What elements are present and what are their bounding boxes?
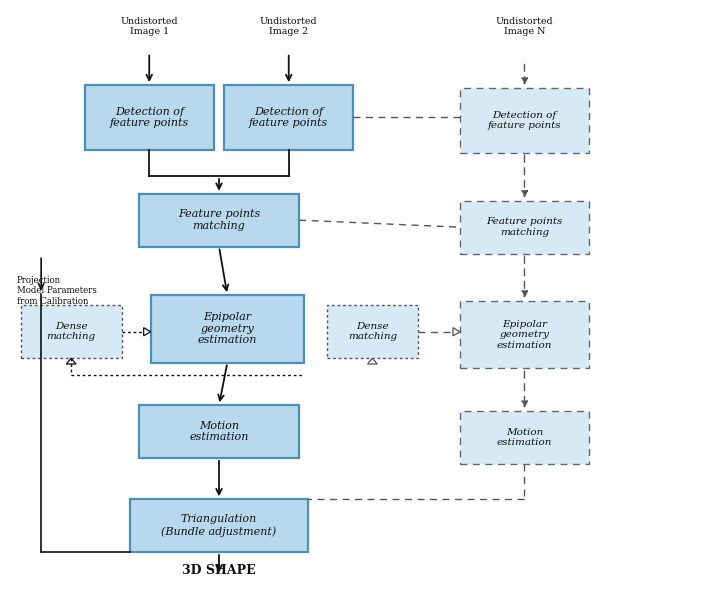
Text: Undistorted
Image N: Undistorted Image N — [496, 17, 553, 36]
Text: Motion
estimation: Motion estimation — [189, 421, 249, 442]
Text: Motion
estimation: Motion estimation — [497, 428, 552, 447]
Text: Feature points
matching: Feature points matching — [178, 209, 260, 231]
Text: Detection of
feature points: Detection of feature points — [488, 110, 561, 130]
FancyBboxPatch shape — [327, 305, 418, 358]
FancyBboxPatch shape — [224, 85, 353, 149]
FancyBboxPatch shape — [20, 305, 122, 358]
FancyBboxPatch shape — [460, 411, 589, 464]
Text: Feature points
matching: Feature points matching — [486, 218, 562, 237]
FancyBboxPatch shape — [460, 88, 589, 152]
Text: Undistorted
Image 2: Undistorted Image 2 — [260, 17, 318, 36]
Text: Detection of
feature points: Detection of feature points — [249, 107, 328, 128]
FancyBboxPatch shape — [460, 301, 589, 368]
FancyBboxPatch shape — [138, 405, 299, 458]
Text: Epipolar
geometry
estimation: Epipolar geometry estimation — [198, 312, 257, 345]
Text: 3D SHAPE: 3D SHAPE — [182, 565, 256, 578]
Text: Dense
matching: Dense matching — [348, 322, 397, 342]
Text: Dense
matching: Dense matching — [46, 322, 96, 342]
FancyBboxPatch shape — [138, 194, 299, 247]
Text: Projection
Model Parameters
from Calibration: Projection Model Parameters from Calibra… — [17, 276, 96, 305]
Text: Triangulation
(Bundle adjustment): Triangulation (Bundle adjustment) — [162, 515, 276, 537]
Text: Epipolar
geometry
estimation: Epipolar geometry estimation — [497, 320, 552, 350]
Text: Undistorted
Image 1: Undistorted Image 1 — [120, 17, 178, 36]
FancyBboxPatch shape — [85, 85, 214, 149]
Text: Detection of
feature points: Detection of feature points — [110, 107, 189, 128]
FancyBboxPatch shape — [130, 499, 308, 552]
FancyBboxPatch shape — [150, 295, 304, 362]
FancyBboxPatch shape — [460, 201, 589, 254]
